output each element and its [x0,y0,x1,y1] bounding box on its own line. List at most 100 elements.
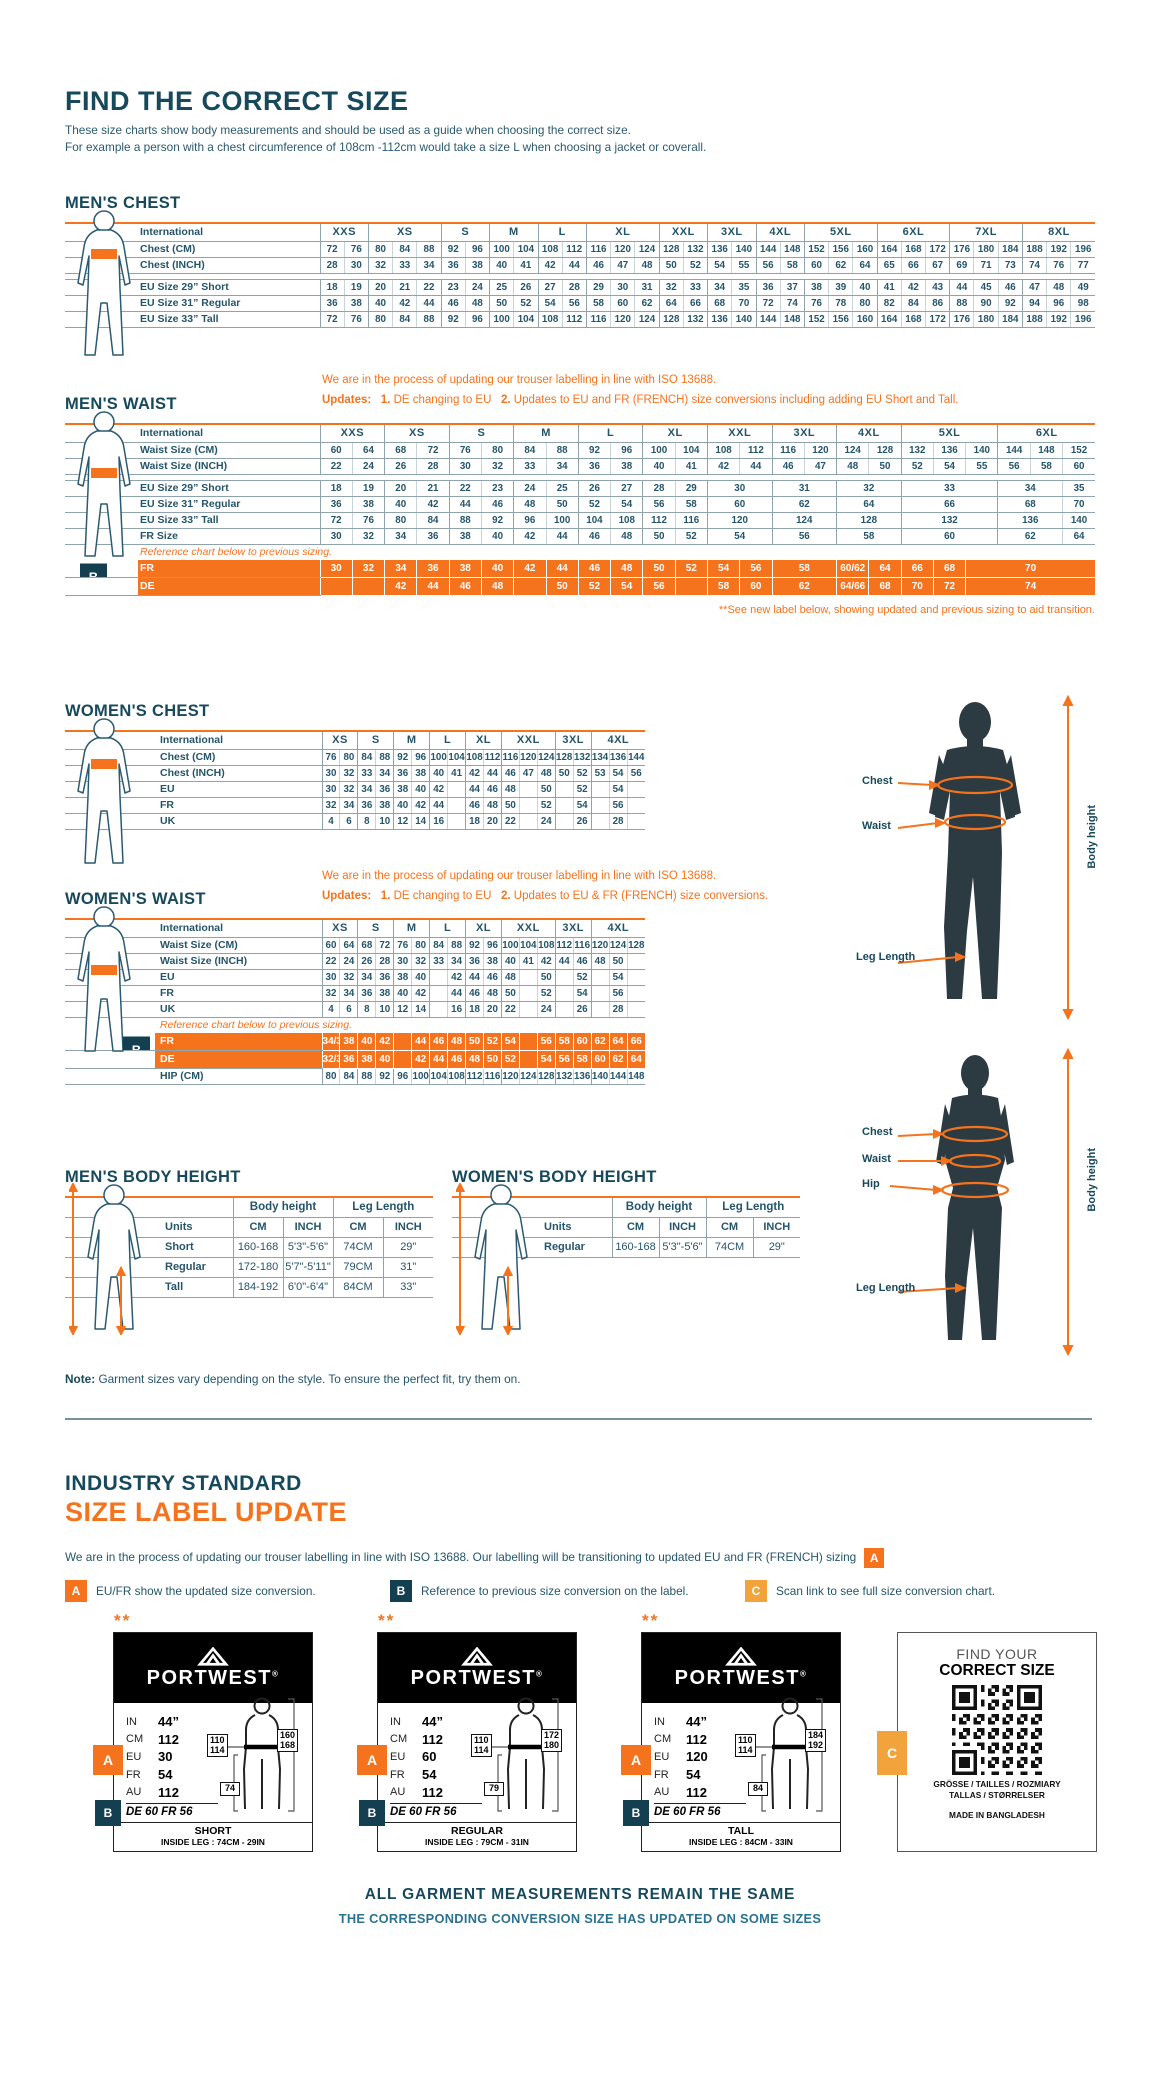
portwest-logo-icon [461,1646,493,1666]
size-value-cell: 36 [440,257,466,274]
size-value-cell: 36 [375,969,394,986]
row-label: FR B [65,559,321,578]
size-value-cell: 36 [319,496,353,513]
portwest-label-header: PORTWEST® [378,1633,576,1703]
size-value-cell: 48 [536,765,556,782]
size-value-cell: 124 [608,937,627,954]
size-value-cell: 27 [610,480,643,497]
size-group-header: S [448,424,514,443]
size-value-cell: 68 [384,442,417,459]
portwest-label-header: PORTWEST® [114,1633,312,1703]
size-value-cell: 30 [343,257,369,274]
size-value-cell: 92 [577,442,611,459]
size-value-cell: 128 [658,241,684,258]
size-value-cell [393,1032,412,1051]
size-value-cell: 120 [610,311,635,328]
size-value-cell: 116 [500,749,520,766]
size-value-cell: 38 [339,1032,358,1051]
body-height-value: 5'7"-5'11" [282,1257,334,1278]
row-label: EU Size 31” Regular [65,295,320,312]
size-value-cell: 128 [536,1068,556,1085]
size-value-cell: 54 [610,496,643,513]
measurement-label: CM [390,1733,408,1746]
size-value-cell: 34 [997,480,1063,497]
size-value-cell: 90 [973,295,999,312]
size-value-cell: 86 [925,295,950,312]
size-label-card: ** PORTWEST® IN 44” CM 112 EU 120 FR 54 AU 112 11… [621,1611,841,1852]
size-value-cell: 124 [634,241,660,258]
portwest-brand-text: PORTWEST® [410,1666,544,1689]
size-value-cell: 36 [319,295,345,312]
size-value-cell: 28 [608,1001,627,1018]
size-value-cell [518,1001,538,1018]
size-value-cell: 88 [949,295,974,312]
measurement-value: 112 [686,1784,707,1800]
size-value-cell: 41 [513,257,538,274]
size-value-cell: 184 [997,311,1023,328]
size-value-cell: 54 [608,781,627,798]
body-height-value: 6'0"-6'4" [282,1277,334,1298]
qr-code-icon [952,1685,1042,1775]
size-value-cell: 74 [1021,257,1047,274]
size-value-cell: 32 [836,480,902,497]
size-value-cell: 76 [448,442,482,459]
size-value-cell: 80 [321,1068,340,1085]
waist-size-chip: 110 114 [207,1734,228,1757]
size-value-cell: 60 [803,257,829,274]
reference-badge: B [80,563,107,576]
size-value-cell: 50 [483,1050,502,1069]
size-value-cell: 116 [483,1068,502,1085]
size-value-cell: 34 [545,458,579,475]
size-value-cell: 67 [925,257,950,274]
size-value-cell: 128 [868,442,902,459]
size-value-cell: 52 [577,496,611,513]
update-number: 2. [501,394,511,406]
body-height-value: 74CM [705,1237,754,1258]
size-value-cell: 32 [321,797,340,814]
measurement-row: EU 60 [390,1748,443,1766]
size-value-cell: 66 [900,496,998,513]
mens-chest-title: MEN'S CHEST [65,194,181,212]
size-value-cell: 52 [900,458,934,475]
size-value-cell: 56 [642,577,676,596]
size-value-cell: 12 [393,1001,412,1018]
size-value-cell: 41 [674,458,708,475]
measurement-value: 112 [158,1731,179,1747]
size-value-cell: 112 [465,1068,484,1085]
size-value-cell: 94 [1021,295,1047,312]
size-value-cell: 18 [319,279,345,296]
size-value-cell: 44 [411,1032,430,1051]
size-value-cell: 104 [577,512,611,529]
size-value-cell: 188 [1021,241,1047,258]
size-value-cell: 104 [674,442,708,459]
size-table: International XXS XS S M L XL XXL 3XL 4XL 5XL 6XL 7X… [65,222,1096,328]
size-value-cell: 68 [357,937,376,954]
mens-body-height-figure-icon [69,1183,141,1335]
size-value-cell: 47 [803,458,837,475]
body-height-table: Body height Leg Length Units CM INCH CM INCH Sh… [65,1196,434,1298]
qr-size-card: FIND YOUR CORRECT SIZE GRÖSSE / TAILLES … [877,1632,1097,1852]
size-value-cell: 98 [1070,295,1096,312]
body-height-value: 160-168 [232,1237,283,1258]
mens-chest-table: International XXS XS S M L XL XXL 3XL 4XL 5XL 6XL 7X… [65,222,1096,328]
size-value-cell: 50 [500,985,520,1002]
update-intro: We are in the process of updating our tr… [322,374,717,386]
size-value-cell: 66 [900,559,934,578]
size-value-cell: 54 [610,577,643,596]
leg-length-label: Leg Length [856,1282,916,1294]
size-value-cell: 62 [590,1032,610,1051]
measurement-label: FR [654,1768,669,1781]
size-value-cell: 92 [440,241,466,258]
row-label: Chest (CM) [65,241,320,258]
size-value-cell: 48 [500,969,520,986]
body-height-label: Body height [1086,1148,1098,1212]
size-group-header: XS [367,223,442,242]
size-value-cell: 50 [642,528,676,545]
size-value-cell: 116 [572,937,592,954]
body-height-value: 29" [382,1237,434,1258]
size-value-cell: 34 [707,279,732,296]
womens-waist-figure-icon [77,906,131,1052]
size-value-cell: 108 [537,241,563,258]
size-value-cell: 92 [440,311,466,328]
size-value-cell: 50 [500,797,520,814]
